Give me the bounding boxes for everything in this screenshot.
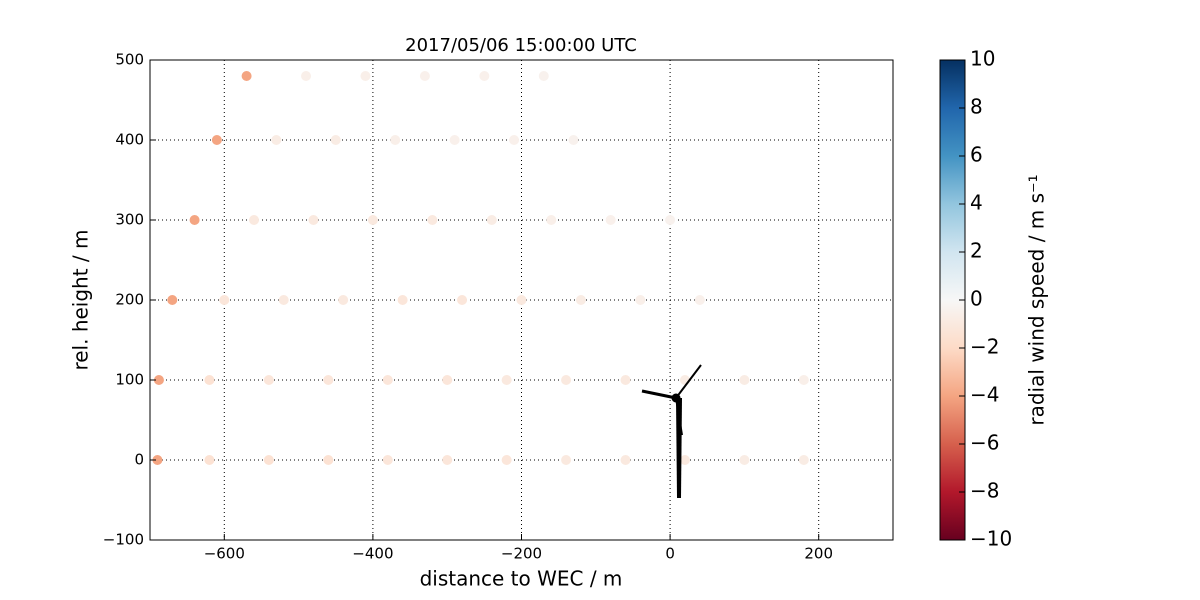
- scatter-point: [153, 375, 164, 385]
- turbine: [641, 364, 702, 498]
- scatter-point: [219, 295, 230, 305]
- y-tick-label: 400: [115, 131, 144, 149]
- chart-title: 2017/05/06 15:00:00 UTC: [405, 35, 637, 56]
- scatter-point: [263, 455, 274, 465]
- colorbar-tick-label: −6: [970, 431, 999, 455]
- scatter-point: [798, 455, 809, 465]
- scatter-point: [561, 455, 572, 465]
- scatter-point: [367, 215, 378, 225]
- y-tick-label: 100: [115, 371, 144, 389]
- scatter-point: [665, 215, 676, 225]
- scatter-point: [442, 455, 453, 465]
- scatter-point: [360, 71, 371, 81]
- scatter-point: [620, 455, 631, 465]
- scatter-point: [605, 215, 616, 225]
- colorbar-label: radial wind speed / m s⁻¹: [1025, 174, 1049, 425]
- scatter-point: [620, 375, 631, 385]
- scatter-point: [486, 215, 497, 225]
- scatter-point: [575, 295, 586, 305]
- scatter-point: [501, 455, 512, 465]
- y-tick-label: 500: [115, 51, 144, 69]
- scatter-point: [427, 215, 438, 225]
- scatter-point: [679, 455, 690, 465]
- scatter-point: [479, 71, 490, 81]
- scatter-point: [323, 375, 334, 385]
- scatter-point: [271, 135, 282, 145]
- scatter-point: [509, 135, 520, 145]
- scatter-point: [241, 71, 252, 81]
- scatter-point: [382, 455, 393, 465]
- scatter-point: [516, 295, 527, 305]
- x-tick-label: 200: [804, 545, 833, 563]
- x-tick-label: −600: [204, 545, 245, 563]
- scatter-point: [397, 295, 408, 305]
- scatter-point: [330, 135, 341, 145]
- scatter-point: [419, 71, 430, 81]
- scatter-point: [152, 455, 163, 465]
- colorbar-tick-label: −2: [970, 335, 999, 359]
- scatter-point: [546, 215, 557, 225]
- scatter-point: [189, 215, 200, 225]
- scatter-point: [263, 375, 274, 385]
- scatter-point: [390, 135, 401, 145]
- scatter-point: [568, 135, 579, 145]
- y-axis-label: rel. height / m: [69, 229, 93, 370]
- scatter-point: [382, 375, 393, 385]
- scatter-point: [204, 375, 215, 385]
- scatter-point: [739, 375, 750, 385]
- plot-area: [150, 59, 893, 541]
- scatter-point: [308, 215, 319, 225]
- colorbar-tick-label: 4: [970, 191, 983, 215]
- scatter-point: [278, 295, 289, 305]
- scatter-point: [211, 135, 222, 145]
- colorbar-tick-label: 8: [970, 95, 983, 119]
- scatter-point: [538, 71, 549, 81]
- colorbar-tick-label: 0: [970, 287, 983, 311]
- colorbar-tick-label: 2: [970, 239, 983, 263]
- scatter-point: [798, 375, 809, 385]
- scatter-point: [739, 455, 750, 465]
- scatter-point: [449, 135, 460, 145]
- colorbar-tick-label: −8: [970, 479, 999, 503]
- colorbar-tick-label: −4: [970, 383, 999, 407]
- x-tick-label: −400: [352, 545, 393, 563]
- scatter-point: [635, 295, 646, 305]
- scatter-point: [249, 215, 260, 225]
- scatter-point: [694, 295, 705, 305]
- scatter-point: [457, 295, 468, 305]
- scatter-point: [442, 375, 453, 385]
- y-tick-label: 300: [115, 211, 144, 229]
- scatter-point: [204, 455, 215, 465]
- scatter-point: [338, 295, 349, 305]
- scatter-point: [301, 71, 312, 81]
- scatter-point: [323, 455, 334, 465]
- scatter-point: [561, 375, 572, 385]
- x-tick-label: −200: [501, 545, 542, 563]
- colorbar-tick-label: 10: [970, 47, 995, 71]
- colorbar-tick-label: 6: [970, 143, 983, 167]
- scatter-point: [167, 295, 178, 305]
- y-tick-label: 200: [115, 291, 144, 309]
- scatter-point: [501, 375, 512, 385]
- x-axis-label: distance to WEC / m: [420, 567, 623, 591]
- x-tick-label: 0: [665, 545, 675, 563]
- y-tick-label: −100: [103, 531, 144, 549]
- colorbar-tick-label: −10: [970, 527, 1012, 551]
- y-tick-label: 0: [134, 451, 144, 469]
